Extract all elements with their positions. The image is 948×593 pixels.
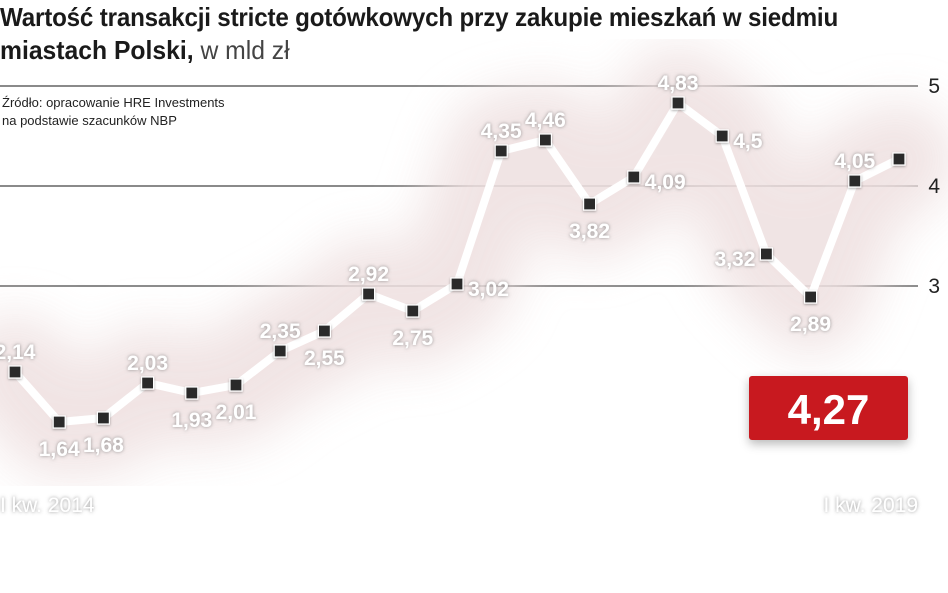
data-label-layer: 2,14 1,64 1,68 2,03 1,93 2,01 2,352,55 2,92 2,75… [0,72,876,461]
data-label-1: 2,14 [0,341,36,364]
source-note-line-2: na podstawie szacunków NBP [2,113,177,128]
data-point-1 [8,365,22,379]
y-tick-label-3: 3 [928,275,940,298]
data-point-13 [538,133,553,147]
data-point-20 [848,174,862,188]
data-label-9: 2,92 [348,263,389,286]
data-point-3 [96,411,111,425]
x-tick-label-start: I kw. 2014 [0,494,95,517]
data-label-18: 3,32 [715,248,756,271]
data-label-6: 2,01 [216,401,257,424]
data-label-16: 4,83 [658,72,699,95]
data-point-6 [229,378,243,392]
current-value-badge: 4,27 [749,376,908,440]
axis-layer: 3 4 5 I kw. 2014 I kw. 2019 [0,75,940,517]
data-label-14: 3,82 [569,220,610,243]
data-point-11 [450,277,464,291]
data-point-10 [406,304,420,318]
data-label-12: 4,35 [481,120,522,143]
y-tick-label-4: 4 [928,175,940,198]
data-point-18 [759,247,774,261]
data-point-12 [494,144,508,158]
x-tick-label-end: I kw. 2019 [823,494,918,517]
data-label-11: 3,02 [468,278,509,301]
data-label-20: 4,05 [834,150,875,173]
data-label-8: 2,55 [304,347,345,370]
data-point-19 [803,290,818,304]
data-label-2: 1,64 [39,438,80,461]
source-note: Źródło: opracowanie HRE Investments na p… [2,94,225,130]
data-point-8 [317,324,331,338]
data-point-5 [185,386,199,400]
data-point-17 [715,129,729,143]
data-label-19: 2,89 [790,313,831,336]
data-point-14 [582,197,597,211]
data-point-15 [627,170,641,184]
data-point-7 [273,344,287,358]
data-label-10: 2,75 [392,327,433,350]
data-point-4 [141,376,155,390]
data-label-15: 4,09 [645,171,686,194]
y-tick-label-5: 5 [928,75,940,98]
data-point-9 [362,287,376,301]
data-point-16 [671,96,685,110]
marker-layer [8,96,906,429]
source-note-line-1: Źródło: opracowanie HRE Investments [2,95,225,110]
data-label-5: 1,93 [171,409,212,432]
data-label-17: 4,5 [733,130,763,153]
data-label-3: 1,68 [83,434,124,457]
data-point-2 [52,415,66,429]
data-label-7: 2,35 [260,320,301,343]
data-point-21 [892,152,906,166]
data-label-4: 2,03 [127,352,168,375]
data-label-13: 4,46 [525,109,566,132]
